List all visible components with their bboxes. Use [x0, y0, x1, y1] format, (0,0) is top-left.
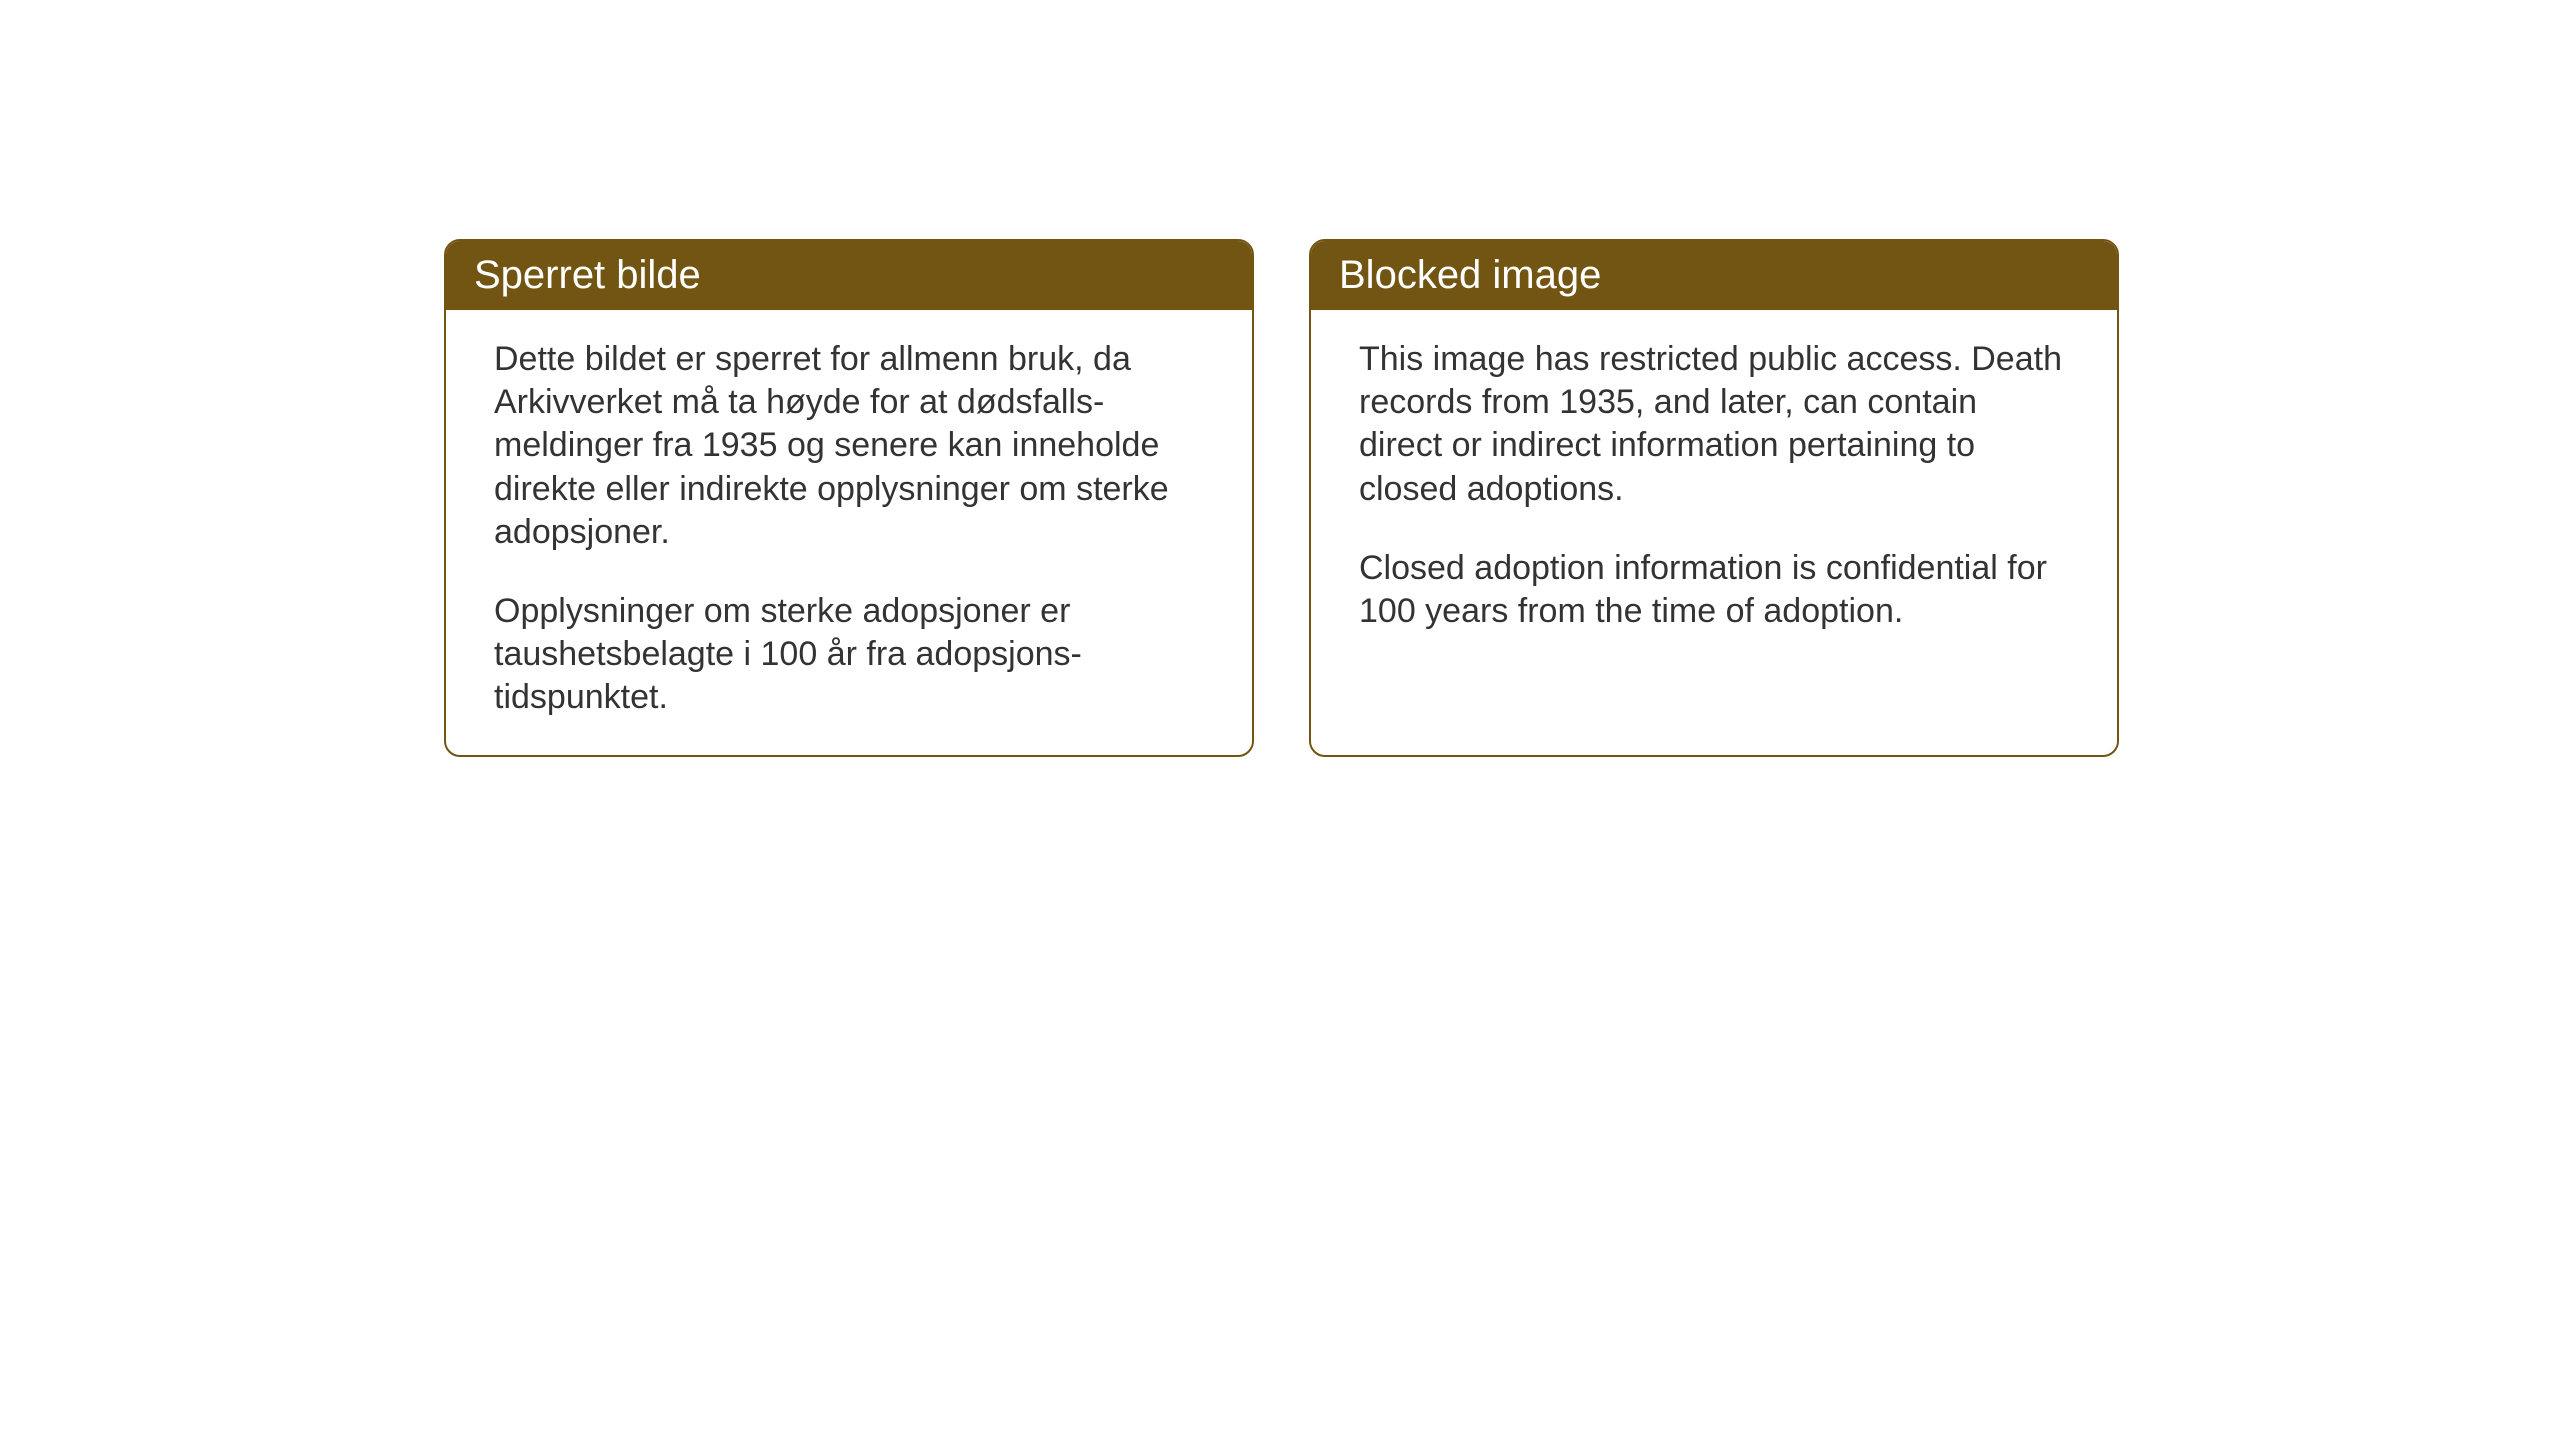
- card-norwegian-header: Sperret bilde: [446, 241, 1252, 310]
- card-english-paragraph-2: Closed adoption information is confident…: [1359, 547, 2069, 633]
- cards-container: Sperret bilde Dette bildet er sperret fo…: [444, 239, 2119, 757]
- card-norwegian-body: Dette bildet er sperret for allmenn bruk…: [446, 310, 1252, 755]
- card-norwegian-title: Sperret bilde: [474, 253, 701, 297]
- card-norwegian: Sperret bilde Dette bildet er sperret fo…: [444, 239, 1254, 757]
- card-english-paragraph-1: This image has restricted public access.…: [1359, 338, 2069, 511]
- card-english-body: This image has restricted public access.…: [1311, 310, 2117, 669]
- card-english-title: Blocked image: [1339, 253, 1601, 297]
- card-english-header: Blocked image: [1311, 241, 2117, 310]
- card-english: Blocked image This image has restricted …: [1309, 239, 2119, 757]
- card-norwegian-paragraph-1: Dette bildet er sperret for allmenn bruk…: [494, 338, 1204, 554]
- card-norwegian-paragraph-2: Opplysninger om sterke adopsjoner er tau…: [494, 590, 1204, 720]
